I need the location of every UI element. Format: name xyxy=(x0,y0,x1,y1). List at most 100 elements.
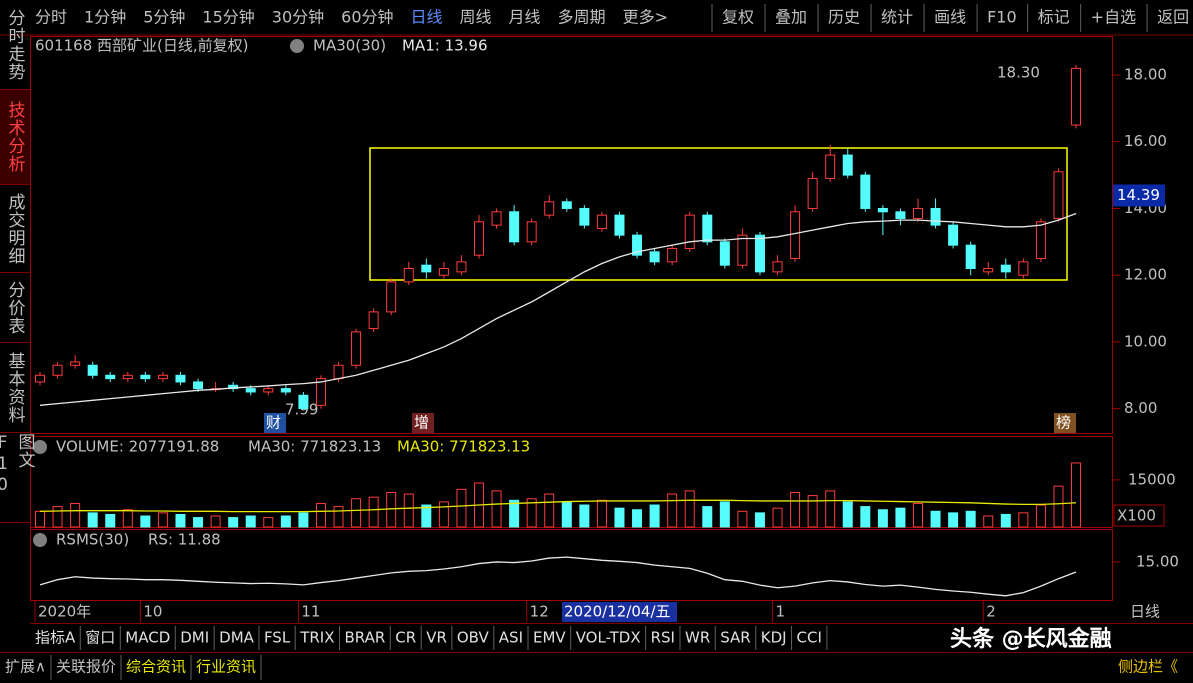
indicator-tab[interactable]: DMA xyxy=(219,629,254,647)
volume-bar xyxy=(351,498,362,528)
bottom-tab[interactable]: 关联报价 xyxy=(56,658,116,676)
candle-body xyxy=(772,261,783,273)
candle-body xyxy=(614,214,625,236)
period-tab[interactable]: 5分钟 xyxy=(143,8,185,27)
volume-bar xyxy=(737,510,748,528)
range-box xyxy=(369,147,1068,281)
volume-bar xyxy=(52,506,63,528)
indicator-tab[interactable]: DMI xyxy=(180,629,209,647)
tool-button[interactable]: 复权 xyxy=(722,8,754,27)
y-tick-label: 8.00 xyxy=(1124,399,1157,417)
news-tab[interactable]: 综合资讯 xyxy=(126,658,186,676)
indicator-tab[interactable]: ASI xyxy=(499,629,523,647)
event-badge[interactable] xyxy=(264,413,286,433)
candle-body xyxy=(87,364,98,376)
period-tab[interactable]: 分时 xyxy=(35,8,67,27)
indicator-tab[interactable]: TRIX xyxy=(299,629,334,647)
volume-bar xyxy=(807,495,818,528)
period-tab[interactable]: 周线 xyxy=(460,8,492,27)
indicator-tab[interactable]: MACD xyxy=(125,629,170,647)
indicator-tab[interactable]: BRAR xyxy=(344,629,385,647)
volume-bar xyxy=(315,502,326,528)
tool-button[interactable]: 历史 xyxy=(828,8,860,27)
cursor-date: 2020/12/04/五 xyxy=(564,603,671,621)
side-tab[interactable]: 技术分析 xyxy=(0,90,30,185)
indicator-tab[interactable]: RSI xyxy=(651,629,675,647)
side-tab[interactable]: 分价表 xyxy=(0,273,30,343)
indicator-tab[interactable]: EMV xyxy=(533,629,566,647)
indicator-tab[interactable]: KDJ xyxy=(761,629,787,647)
indicator-tab[interactable]: 窗口 xyxy=(85,629,115,647)
candle-body xyxy=(1071,67,1082,126)
volume-bar xyxy=(790,491,801,528)
period-tab[interactable]: 日线 xyxy=(411,8,443,27)
dropdown-icon[interactable] xyxy=(33,440,47,454)
period-tab[interactable]: 多周期 xyxy=(558,8,606,27)
period-tab[interactable]: 1分钟 xyxy=(84,8,126,27)
candle-body xyxy=(35,374,45,383)
candle-body xyxy=(983,268,994,273)
volume-bar xyxy=(913,502,923,528)
candle-body xyxy=(1000,264,1011,273)
volume-bar xyxy=(1035,504,1046,528)
tool-button[interactable]: 返回 xyxy=(1157,8,1189,27)
candle-body xyxy=(737,234,748,266)
candle-body xyxy=(860,174,871,209)
volume-bar xyxy=(421,504,432,528)
candle-body xyxy=(684,214,695,250)
tool-button[interactable]: 统计 xyxy=(881,8,913,27)
x-tick-label: 10 xyxy=(143,603,162,621)
bottom-tab[interactable]: 扩展∧ xyxy=(5,658,46,676)
side-tab[interactable]: 成交明细 xyxy=(0,185,30,273)
legend-entry: MA1: 13.96 xyxy=(402,37,488,55)
volume-bar xyxy=(948,512,959,528)
period-tab[interactable]: 60分钟 xyxy=(341,8,393,27)
indicator-tab[interactable]: CCI xyxy=(797,629,822,647)
candle-body xyxy=(649,251,660,263)
indicator-tab[interactable]: FSL xyxy=(264,629,291,647)
indicator-tab[interactable]: VR xyxy=(426,629,447,647)
candle-body xyxy=(895,211,906,219)
dropdown-icon[interactable] xyxy=(33,533,47,547)
volume-bar xyxy=(386,491,397,528)
period-tab[interactable]: 30分钟 xyxy=(272,8,324,27)
sidebar-toggle[interactable]: 侧边栏《 xyxy=(1118,658,1178,676)
tool-button[interactable]: 标记 xyxy=(1038,8,1070,27)
candle-body xyxy=(386,281,397,313)
tool-button[interactable]: +自选 xyxy=(1091,8,1136,27)
side-tab[interactable]: 图文F10 xyxy=(0,433,35,523)
period-tab[interactable]: 15分钟 xyxy=(202,8,254,27)
indicator-tab[interactable]: OBV xyxy=(457,629,490,647)
candle-body xyxy=(842,154,853,176)
indicator-tab[interactable]: WR xyxy=(685,629,710,647)
candle-body xyxy=(228,384,239,390)
volume-bar xyxy=(87,512,98,528)
volume-bar xyxy=(614,507,625,528)
period-tab[interactable]: 更多> xyxy=(623,8,668,27)
tool-button[interactable]: F10 xyxy=(987,8,1017,27)
side-tab[interactable]: 分时走势 xyxy=(0,0,30,90)
indicator-tab[interactable]: SAR xyxy=(720,629,750,647)
volume-bar xyxy=(245,515,256,528)
news-tab[interactable]: 行业资讯 xyxy=(196,658,256,676)
volume-bar xyxy=(684,490,695,528)
volume-bar xyxy=(596,499,607,528)
period-tab[interactable]: 月线 xyxy=(509,8,541,27)
y-tick-label: 12.00 xyxy=(1124,266,1167,284)
volume-bar xyxy=(403,493,414,528)
side-tab[interactable]: 基本资料 xyxy=(0,343,30,433)
line-series xyxy=(39,556,1077,597)
indicator-tab[interactable]: 指标A xyxy=(35,629,76,647)
event-badge[interactable] xyxy=(412,413,434,433)
tool-button[interactable]: 画线 xyxy=(934,8,966,27)
volume-panel xyxy=(30,436,1113,528)
dropdown-icon[interactable] xyxy=(290,39,304,53)
candle-body xyxy=(315,378,326,406)
tool-button[interactable]: 叠加 xyxy=(775,8,807,27)
volume-bar xyxy=(210,515,221,528)
indicator-tab[interactable]: CR xyxy=(395,629,416,647)
indicator-tab[interactable]: VOL-TDX xyxy=(576,629,641,647)
event-badge[interactable] xyxy=(1054,413,1076,433)
y-tick-label: 16.00 xyxy=(1124,132,1167,150)
